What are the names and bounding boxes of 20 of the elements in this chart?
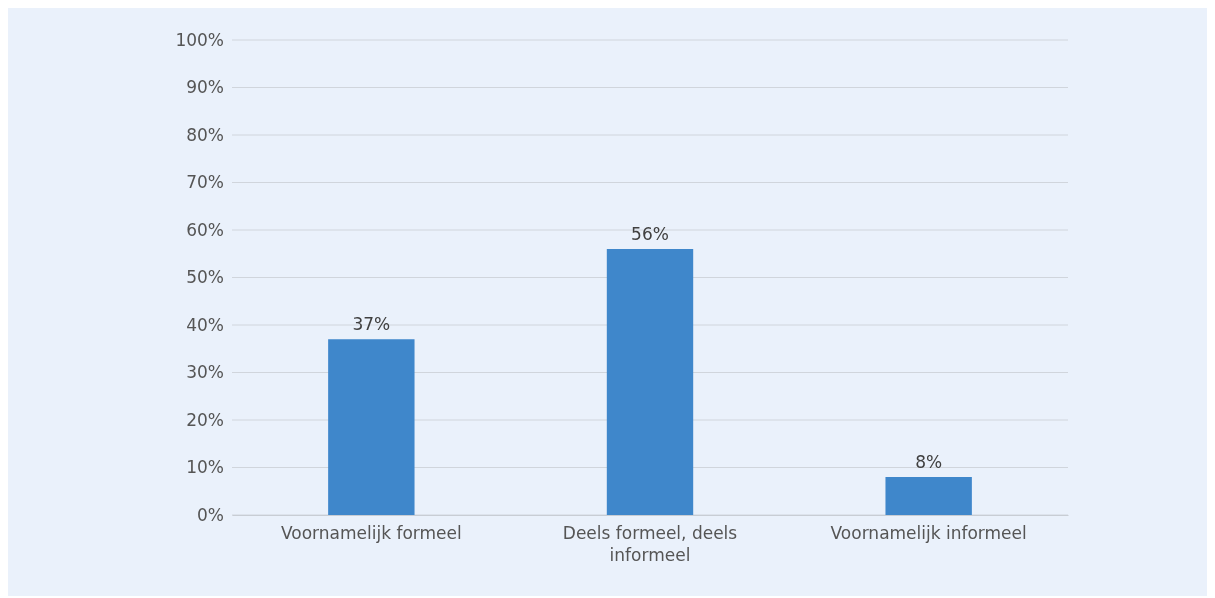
x-tick-label: Voornamelijk informeel xyxy=(830,523,1027,544)
bar xyxy=(885,477,972,515)
bar xyxy=(606,249,694,515)
data-label: 56% xyxy=(631,224,669,244)
y-tick-label: 70% xyxy=(186,172,224,193)
y-tick-label: 40% xyxy=(186,314,224,335)
bar xyxy=(328,339,415,515)
y-tick-label: 100% xyxy=(175,29,224,50)
y-tick-label: 60% xyxy=(186,219,224,240)
data-label: 8% xyxy=(915,452,943,472)
y-tick-label: 0% xyxy=(197,504,224,525)
y-tick-label: 80% xyxy=(186,124,224,145)
y-tick-label: 50% xyxy=(186,267,224,288)
y-tick-label: 10% xyxy=(186,457,224,478)
x-tick-label: Voornamelijk formeel xyxy=(280,523,462,544)
x-tick-label: Deels formeel, deels informeel xyxy=(562,523,738,566)
y-tick-label: 30% xyxy=(186,362,224,383)
data-label: 37% xyxy=(352,314,391,335)
y-tick-label: 20% xyxy=(186,409,224,430)
y-tick-label: 90% xyxy=(186,77,224,98)
